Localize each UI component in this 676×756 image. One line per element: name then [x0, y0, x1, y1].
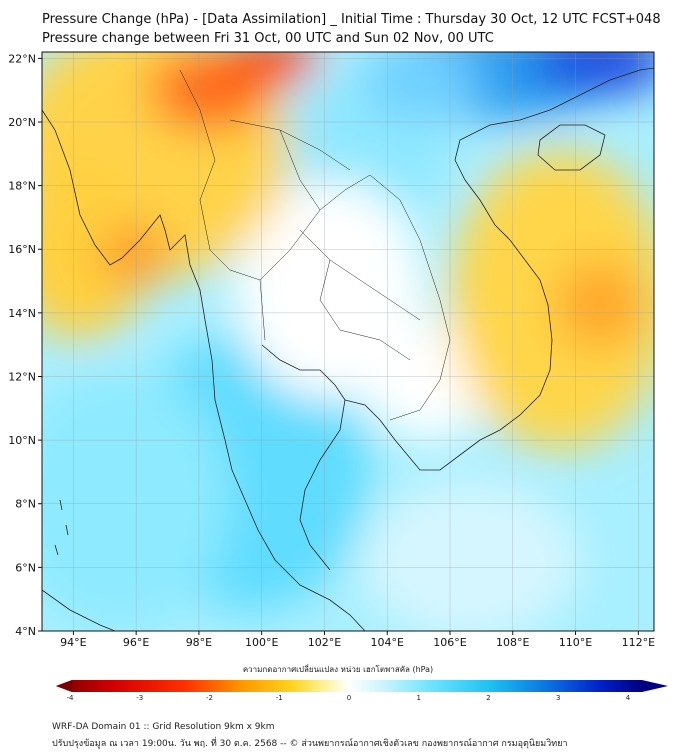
colorbar-tick-label: -3: [136, 694, 143, 702]
coastline-vietnam: [454, 67, 654, 431]
lat-tick-label: 6°N: [15, 561, 36, 574]
lat-tick-label: 14°N: [8, 307, 36, 320]
coastline-myanmar-west: [42, 109, 206, 321]
colorbar-tick-label: 1: [417, 694, 421, 702]
lon-tick-label: 104°E: [371, 636, 404, 649]
map-subtitle: Pressure change between Fri 31 Oct, 00 U…: [42, 31, 494, 46]
lon-tick-label: 96°E: [123, 636, 149, 649]
pressure-change-map: 94°E 96°E 98°E 100°E 102°E 104°E 106°E 108°E 110…: [8, 51, 668, 702]
longitude-axis: 94°E 96°E 98°E 100°E 102°E 104°E 106°E 108°E 110…: [60, 631, 655, 649]
colorbar-title: ความกดอากาศเปลี่ยนแปลง หน่วย เฮกโตพาสคัล…: [242, 665, 434, 674]
lat-tick-label: 20°N: [8, 116, 36, 129]
lon-tick-label: 110°E: [559, 636, 592, 649]
lat-tick-label: 18°N: [8, 180, 36, 193]
lat-tick-label: 10°N: [8, 434, 36, 447]
pressure-field: [42, 52, 654, 631]
footer-credit: ปรับปรุงข้อมูล ณ เวลา 19:00น. วัน พฤ. ที…: [52, 739, 568, 749]
colorbar-tick-label: 2: [486, 694, 490, 702]
colorbar-ramp: [56, 680, 642, 692]
gridlines: [42, 52, 654, 631]
coastline-hainan: [537, 124, 606, 171]
colorbar-tick-label: -1: [276, 694, 283, 702]
footer-model-info: WRF-DA Domain 01 :: Grid Resolution 9km …: [52, 722, 275, 732]
lon-tick-label: 102°E: [308, 636, 341, 649]
coastlines: [42, 67, 654, 631]
colorbar-tick-label: 0: [347, 694, 351, 702]
lat-tick-label: 4°N: [15, 625, 36, 638]
map-title: Pressure Change (hPa) - [Data Assimilati…: [42, 12, 661, 27]
islands-andaman: [54, 499, 69, 556]
lon-tick-label: 112°E: [622, 636, 655, 649]
lon-tick-label: 100°E: [245, 636, 278, 649]
colorbar-tick-label: -4: [67, 694, 75, 702]
lon-tick-label: 94°E: [60, 636, 86, 649]
lon-tick-label: 98°E: [186, 636, 212, 649]
coastline-andaman-thai: [204, 319, 366, 631]
colorbar-min-arrow: [56, 680, 72, 692]
coastline-gulf-of-thailand: [261, 344, 346, 571]
colorbar: -4 -3 -2 -1 0 1 2 3 4: [56, 680, 668, 702]
colorbar-tick-label: 3: [556, 694, 560, 702]
latitude-axis: 4°N 6°N 8°N 10°N 12°N 14°N 16°N 18°N 20°N 22°N: [8, 52, 42, 638]
lat-tick-label: 22°N: [8, 52, 36, 65]
lon-tick-label: 108°E: [496, 636, 529, 649]
lat-tick-label: 8°N: [15, 498, 36, 511]
coastline-cambodia: [344, 399, 501, 471]
lat-tick-label: 16°N: [8, 243, 36, 256]
colorbar-max-arrow: [642, 680, 668, 692]
lon-tick-label: 106°E: [433, 636, 466, 649]
colorbar-tick-label: -2: [206, 694, 213, 702]
borders-interior: [179, 69, 451, 421]
lat-tick-label: 12°N: [8, 370, 36, 383]
plot-frame: [41, 51, 655, 632]
colorbar-tick-label: 4: [626, 694, 631, 702]
coastline-sumatra: [42, 589, 116, 631]
